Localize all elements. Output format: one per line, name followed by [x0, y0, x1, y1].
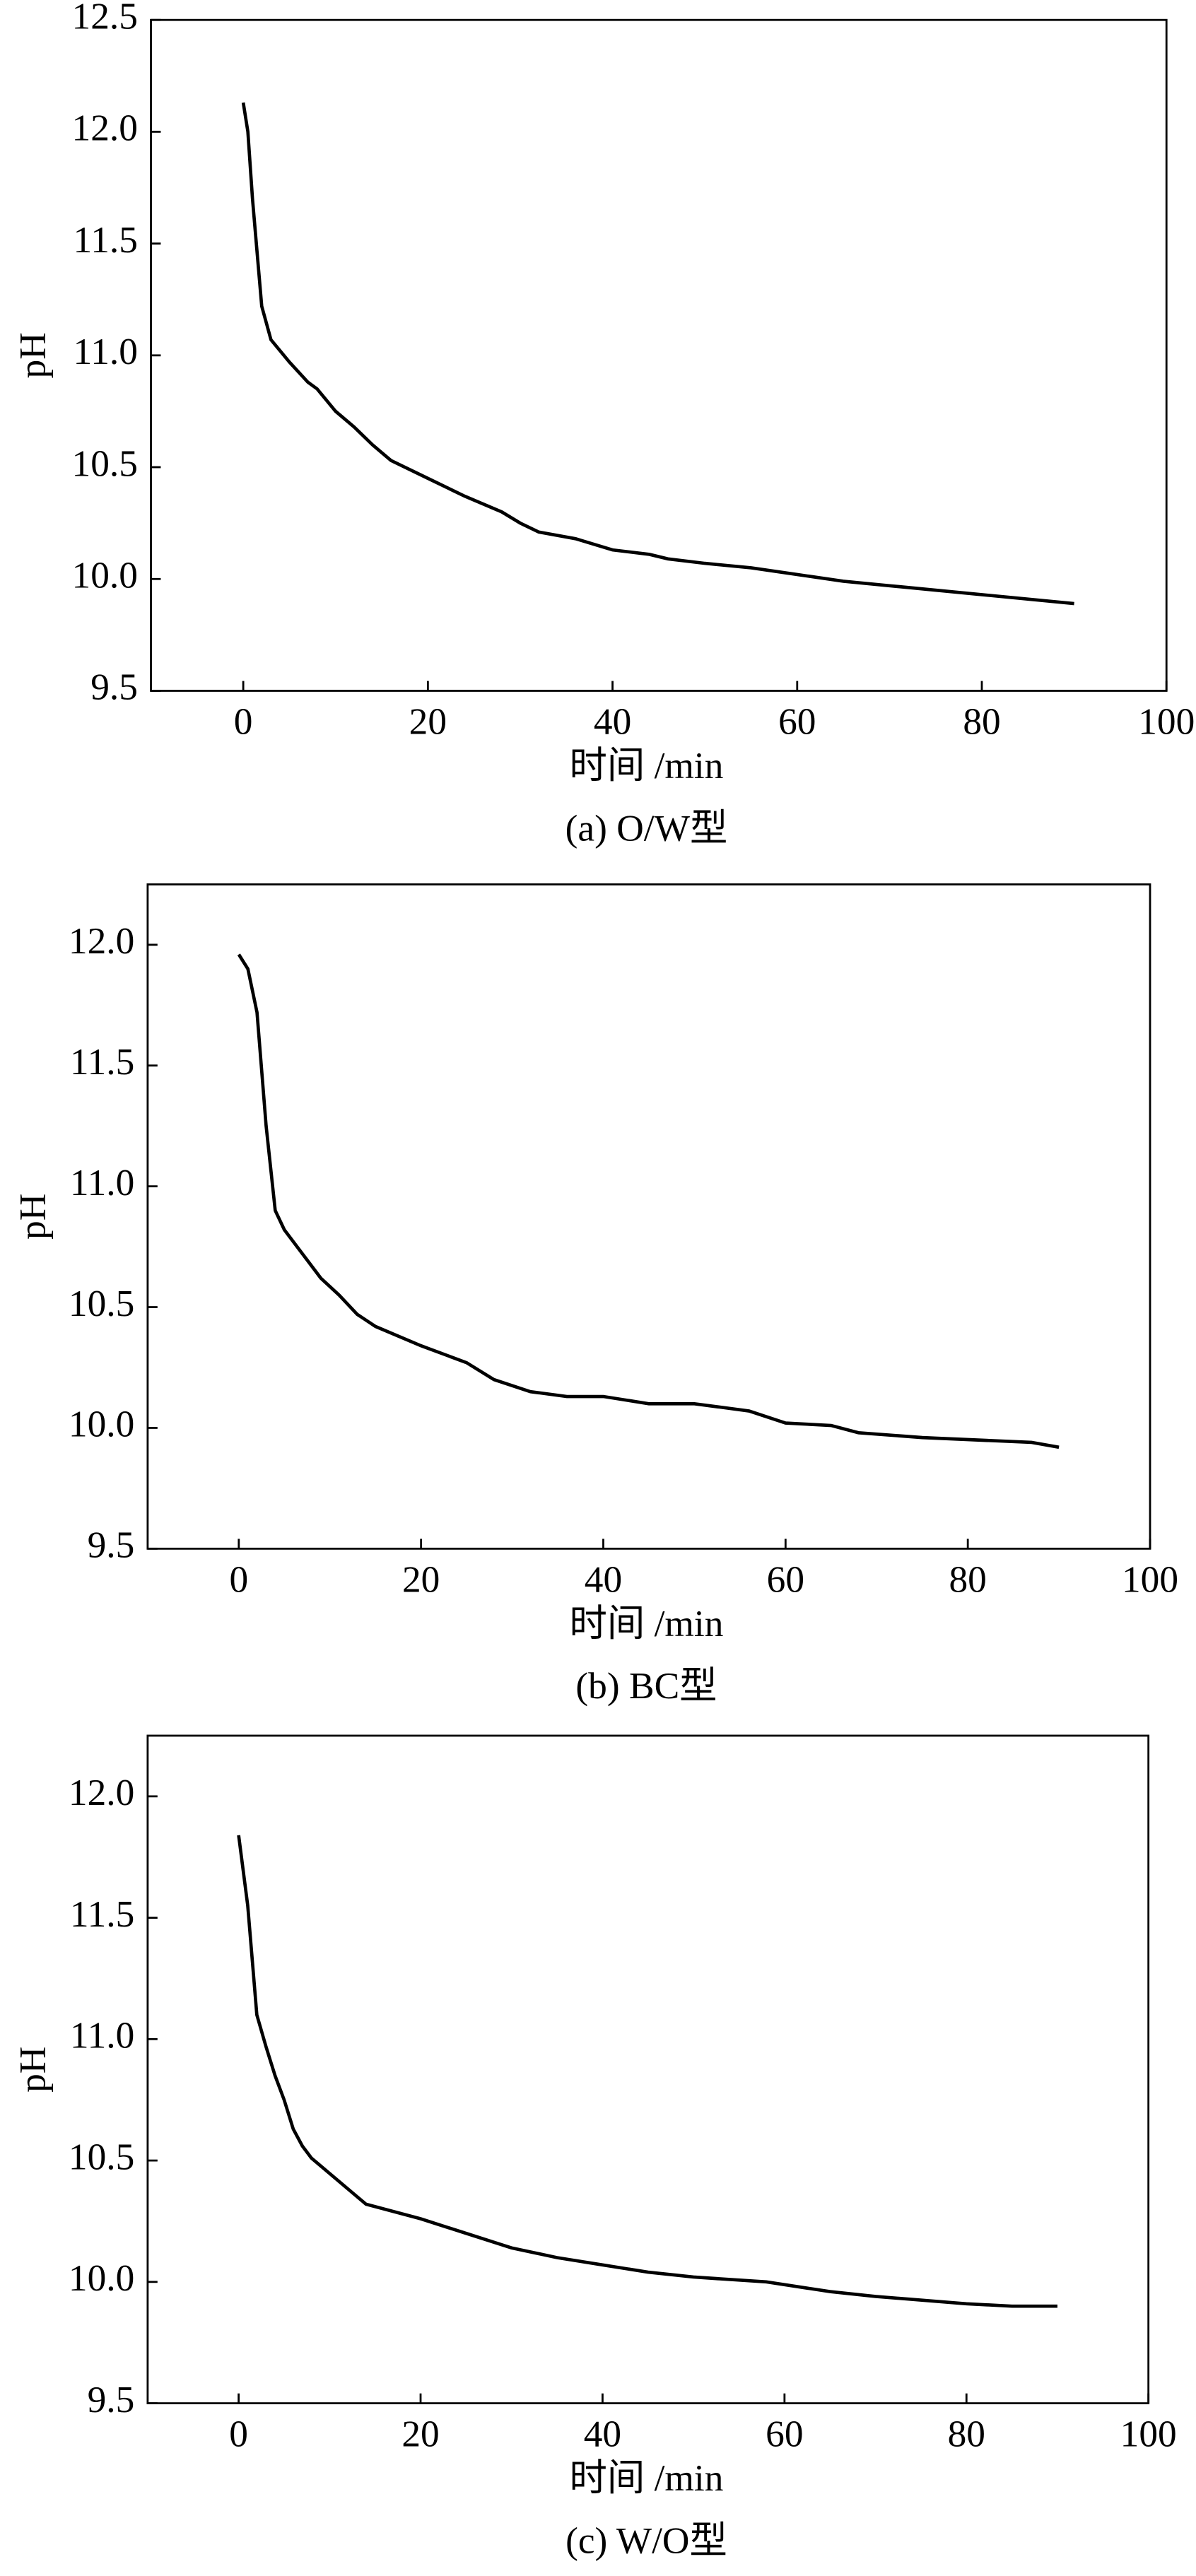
- chart-caption: (b) BC型: [575, 1664, 717, 1707]
- x-tick-label: 60: [778, 700, 816, 742]
- y-tick-label: 12.0: [69, 1771, 134, 1813]
- y-tick-label: 10.0: [72, 554, 138, 596]
- x-tick-label: 60: [766, 2413, 803, 2455]
- y-tick-label: 11.5: [70, 1893, 134, 1935]
- y-tick-label: 11.0: [74, 330, 138, 372]
- y-tick-label: 9.5: [88, 2378, 135, 2421]
- y-tick-label: 11.5: [70, 1040, 134, 1083]
- y-tick-label: 12.0: [72, 107, 138, 149]
- x-tick-label: 20: [409, 700, 447, 742]
- x-tick-label: 80: [949, 1558, 986, 1600]
- x-axis-label: 时间 /min: [569, 744, 723, 787]
- x-tick-label: 40: [585, 1558, 622, 1600]
- x-axis-label: 时间 /min: [569, 2457, 723, 2499]
- x-tick-label: 40: [584, 2413, 621, 2455]
- chart-caption: (a) O/W型: [565, 806, 728, 849]
- x-tick-label: 40: [594, 700, 631, 742]
- y-tick-label: 11.5: [74, 218, 138, 261]
- y-tick-label: 9.5: [88, 1524, 135, 1566]
- x-tick-label: 100: [1120, 2413, 1177, 2455]
- x-tick-label: 0: [229, 1558, 248, 1600]
- plot-frame: [146, 1734, 1150, 2404]
- y-tick-label: 11.0: [70, 2014, 134, 2057]
- y-tick-label: 10.5: [69, 2135, 134, 2177]
- y-tick-label: 9.5: [90, 666, 138, 708]
- y-tick-label: 12.0: [69, 919, 134, 962]
- x-tick-label: 20: [401, 2413, 439, 2455]
- data-line: [241, 102, 1074, 606]
- x-axis-label: 时间 /min: [569, 1602, 723, 1645]
- x-tick-label: 100: [1138, 700, 1195, 742]
- x-tick-label: 0: [234, 700, 253, 742]
- y-axis-label: pH: [11, 332, 53, 378]
- y-tick-label: 12.5: [72, 0, 138, 37]
- y-axis-label: pH: [11, 2047, 53, 2093]
- y-tick-label: 10.0: [69, 1403, 134, 1445]
- y-axis-label: pH: [11, 1194, 53, 1240]
- x-tick-label: 60: [767, 1558, 804, 1600]
- x-tick-label: 20: [402, 1558, 440, 1600]
- y-tick-label: 11.0: [70, 1161, 134, 1204]
- x-tick-label: 80: [963, 700, 1000, 742]
- data-line: [237, 1835, 1057, 2308]
- x-tick-label: 0: [229, 2413, 248, 2455]
- plot-frame: [150, 18, 1168, 692]
- x-tick-label: 80: [948, 2413, 985, 2455]
- y-tick-label: 10.5: [69, 1282, 134, 1324]
- chart-caption: (c) W/O型: [565, 2519, 727, 2561]
- plot-frame: [146, 883, 1151, 1550]
- x-tick-label: 100: [1122, 1558, 1178, 1600]
- y-tick-label: 10.5: [72, 442, 138, 484]
- data-line: [237, 953, 1060, 1449]
- y-tick-label: 10.0: [69, 2257, 134, 2299]
